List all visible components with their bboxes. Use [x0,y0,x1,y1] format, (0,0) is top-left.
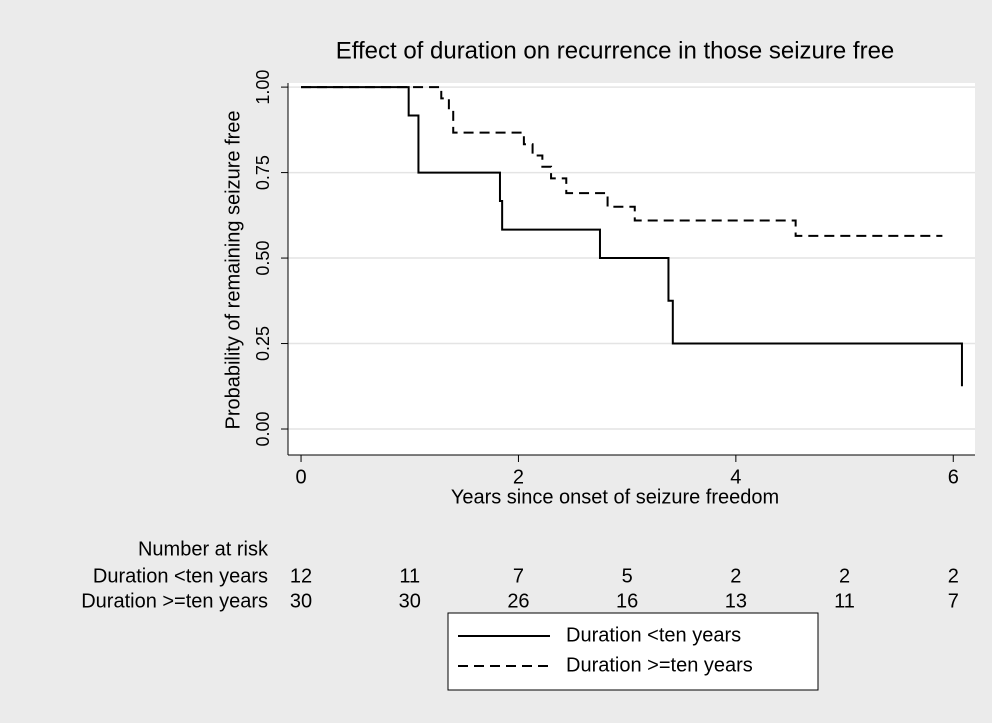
survival-line [301,86,943,237]
risk-count: 5 [622,565,633,587]
risk-count: 16 [616,590,638,612]
legend [447,612,819,691]
x-tick-label: 2 [513,466,524,488]
y-tick-label: 0.50 [253,241,273,276]
legend-label: Duration <ten years [566,624,741,646]
risk-count: 12 [290,565,312,587]
x-tick-label: 0 [295,466,306,488]
risk-count: 7 [513,565,524,587]
x-tick-label: 6 [948,466,959,488]
risk-count: 11 [834,590,855,612]
risk-count: 2 [948,565,959,587]
y-tick-label: 0.25 [253,326,273,361]
risk-table-title: Number at risk [138,538,269,560]
risk-count: 26 [507,590,529,612]
y-tick-label: 1.00 [253,70,273,105]
risk-count: 11 [399,565,420,587]
risk-count: 30 [290,590,312,612]
y-tick-label: 0.75 [253,155,273,190]
risk-row-label: Duration <ten years [93,565,268,587]
risk-count: 2 [730,565,741,587]
legend-label: Duration >=ten years [566,654,753,676]
y-tick-label: 0.00 [253,411,273,446]
risk-count: 30 [399,590,421,612]
plot-area [288,83,975,455]
x-tick-label: 4 [730,466,741,488]
y-axis-label: Probability of remaining seizure free [222,110,244,429]
chart-title: Effect of duration on recurrence in thos… [336,37,895,64]
risk-count: 13 [725,590,747,612]
risk-row-label: Duration >=ten years [81,590,268,612]
risk-count: 7 [948,590,959,612]
risk-count: 2 [839,565,850,587]
survival-line [301,86,963,387]
x-axis-label: Years since onset of seizure freedom [451,486,779,508]
